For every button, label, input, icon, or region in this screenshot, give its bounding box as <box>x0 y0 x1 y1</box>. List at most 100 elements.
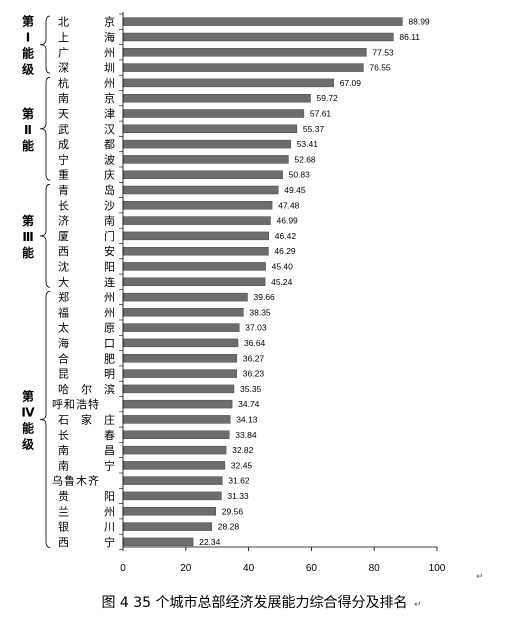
bar-9 <box>122 155 289 164</box>
category-label: 宁波 <box>58 152 115 166</box>
category-label: 乌鲁木齐 <box>52 474 99 488</box>
category-label: 贵阳 <box>58 490 115 503</box>
bar-1 <box>122 32 394 42</box>
bar-25 <box>122 399 233 409</box>
value-label: 50.83 <box>289 170 311 180</box>
value-label: 46.99 <box>277 216 299 226</box>
bar-32 <box>122 507 217 516</box>
category-label: 广州 <box>58 46 115 59</box>
category-label: 厦门 <box>58 229 115 243</box>
category-label: 武汉 <box>58 123 115 136</box>
x-tick-label: 100 <box>429 563 446 574</box>
value-label: 77.53 <box>372 47 394 57</box>
tier-labels: 第 Ⅰ 能级第 Ⅱ 能第 Ⅲ 能第 Ⅳ 能级 <box>21 14 35 452</box>
return-mark-icon: ↵ <box>414 600 422 610</box>
category-label: 郑州 <box>58 290 115 304</box>
bar-15 <box>122 246 269 256</box>
bar-28 <box>122 445 227 455</box>
tier-brace <box>39 291 51 548</box>
x-tick-label: 20 <box>180 563 192 574</box>
bar-11 <box>122 185 279 195</box>
bar-12 <box>122 201 273 210</box>
value-label: 46.42 <box>275 231 297 241</box>
category-label: 福州 <box>58 305 115 319</box>
category-label: 太原 <box>58 322 115 335</box>
value-label: 34.13 <box>236 414 258 424</box>
bar-14 <box>122 231 270 241</box>
value-label: 36.23 <box>243 369 265 379</box>
bar-24 <box>122 384 235 394</box>
bar-30 <box>122 476 223 485</box>
category-label: 呼和浩特 <box>52 397 99 411</box>
value-label: 32.45 <box>231 460 253 470</box>
category-label: 长沙 <box>58 199 115 212</box>
bar-22 <box>122 354 238 363</box>
category-label: 西宁 <box>58 535 115 549</box>
value-label: 49.45 <box>284 185 306 195</box>
bar-10 <box>122 170 283 179</box>
category-label: 昆明 <box>58 368 115 381</box>
bar-29 <box>122 461 226 470</box>
bar-21 <box>122 338 239 348</box>
value-label: 36.64 <box>244 338 266 348</box>
value-label: 33.84 <box>235 430 257 440</box>
category-label: 成都 <box>58 138 115 151</box>
value-label: 28.28 <box>218 522 240 532</box>
bar-2 <box>122 48 367 57</box>
bar-18 <box>122 292 248 302</box>
tier-brace <box>39 15 51 74</box>
bar-6 <box>122 109 305 118</box>
category-label: 北京 <box>58 15 115 29</box>
value-label: 86.11 <box>399 32 420 42</box>
bar-0 <box>122 17 403 26</box>
x-tick-label: 0 <box>120 563 126 574</box>
bar-3 <box>122 63 364 72</box>
category-label: 上海 <box>58 30 115 44</box>
value-label: 47.48 <box>278 200 300 210</box>
tier-brace <box>39 183 51 288</box>
category-label: 南昌 <box>58 444 115 457</box>
value-label: 39.66 <box>254 292 276 302</box>
category-label: 大连 <box>58 275 115 289</box>
category-label: 南京 <box>58 91 115 105</box>
category-label: 海口 <box>58 336 115 350</box>
value-label: 52.68 <box>294 154 316 164</box>
category-label: 南宁 <box>58 458 115 472</box>
category-label: 青岛 <box>58 183 115 197</box>
bar-31 <box>122 491 222 501</box>
category-label: 石家庄 <box>58 412 115 426</box>
x-tick-label: 40 <box>243 563 255 574</box>
value-label: 29.56 <box>222 506 244 516</box>
value-label: 37.03 <box>245 323 267 333</box>
bar-20 <box>122 323 240 332</box>
value-label: 36.27 <box>243 353 265 363</box>
bar-23 <box>122 369 238 378</box>
tier-label: 第 Ⅰ 能级 <box>22 14 34 77</box>
category-label: 长春 <box>58 429 115 442</box>
value-label: 34.74 <box>238 399 260 409</box>
bar-19 <box>122 308 244 317</box>
category-label: 西安 <box>58 244 115 258</box>
bar-7 <box>122 124 298 134</box>
value-label: 31.33 <box>227 491 249 501</box>
value-label: 88.99 <box>408 17 430 27</box>
value-label: 59.72 <box>317 93 339 103</box>
bar-13 <box>122 216 271 225</box>
value-label: 35.35 <box>240 384 262 394</box>
bar-34 <box>122 537 194 547</box>
value-label: 31.62 <box>228 476 250 486</box>
bars <box>122 17 403 547</box>
return-mark-icon: ↵ <box>476 572 484 582</box>
category-label: 济南 <box>58 214 115 228</box>
tier-brace <box>39 76 51 181</box>
bar-16 <box>122 262 266 271</box>
category-labels: 北京上 海广 州深 圳杭 州南 京天 津武 汉成 都宁 波重 庆青 岛长 沙济 南厦 门西 安沈 阳大 连郑 州福州… <box>52 15 115 549</box>
category-label: 重庆 <box>58 168 115 182</box>
x-tick-label: 80 <box>369 563 381 574</box>
category-label: 杭州 <box>58 76 115 90</box>
bar-8 <box>122 139 291 149</box>
value-label: 38.35 <box>249 307 271 317</box>
